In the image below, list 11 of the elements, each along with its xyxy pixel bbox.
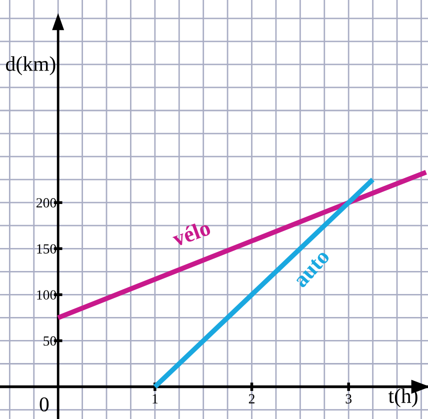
annotation: 0 — [40, 397, 49, 412]
y-tick-label: 100 — [37, 290, 56, 300]
x-tick-label: 2 — [248, 394, 254, 404]
x-tick-label: 1 — [152, 394, 158, 404]
text: auto — [294, 250, 330, 288]
x-tick-label: 3 — [346, 394, 352, 404]
y-axis-title: d(km) — [6, 56, 56, 76]
line-series — [152, 177, 376, 390]
x-axis-title: t(h) — [388, 388, 418, 408]
text: vélo — [170, 219, 212, 247]
y-tick-label: 200 — [36, 198, 56, 208]
